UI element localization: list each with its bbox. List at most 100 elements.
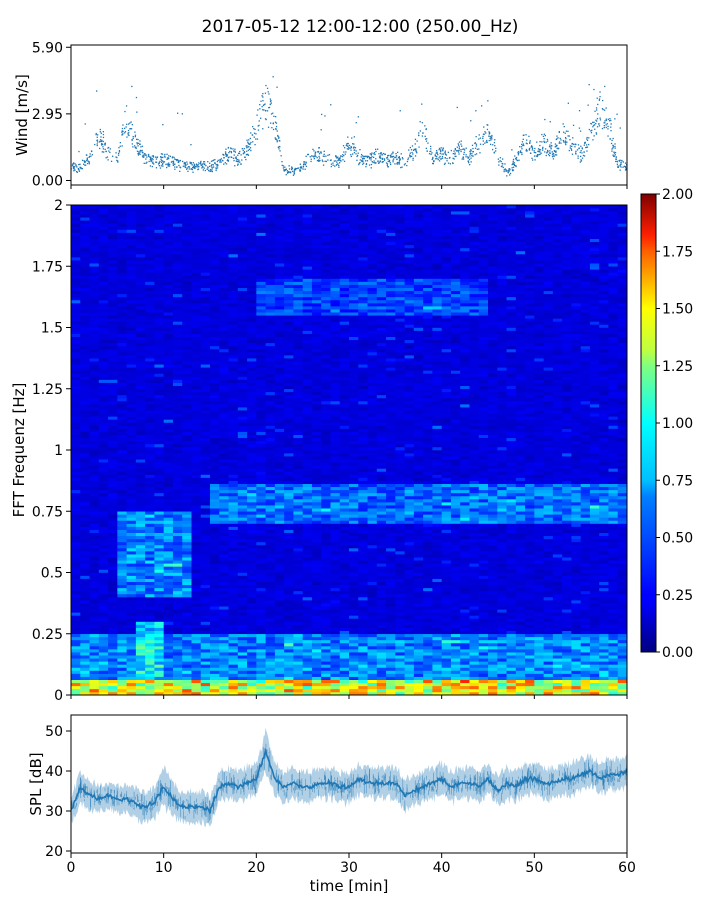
wind-point [193, 167, 196, 169]
wind-point [509, 174, 511, 176]
wind-point [614, 154, 616, 156]
spectrogram-cell [552, 667, 563, 671]
spectrogram-cell [210, 563, 220, 567]
spectrogram-cell [98, 529, 109, 533]
wind-point [512, 163, 515, 165]
spectrogram-cell [200, 688, 211, 693]
spectrogram-cell [237, 630, 248, 635]
spectrogram-cell [358, 615, 368, 619]
wind-point [421, 103, 423, 105]
wind-point [78, 150, 80, 153]
spectrogram-cell [237, 685, 248, 690]
wind-point [362, 160, 364, 162]
wind-point [250, 149, 252, 152]
wind-point [604, 85, 606, 88]
spectrogram-cell [376, 526, 387, 530]
spectrogram-cell [358, 535, 368, 540]
spectrogram-cell [469, 544, 480, 549]
spectrogram-cell [571, 615, 582, 619]
wind-point [398, 163, 400, 165]
wind-point [390, 155, 392, 158]
wind-point [318, 155, 320, 158]
wind-point [454, 153, 456, 155]
spectrogram-cell [163, 685, 174, 690]
wind-point [553, 155, 555, 157]
spectrogram-cell [274, 664, 285, 668]
spectrogram-cell [450, 664, 461, 668]
spectrogram-cell [210, 575, 220, 579]
spectrogram-cell [302, 655, 313, 659]
spectrogram-cell [367, 682, 378, 687]
spectrogram-cell [219, 633, 229, 638]
spectrogram-cell [237, 541, 248, 546]
spectrogram-cell [617, 532, 627, 537]
spectrogram-cell [135, 544, 146, 549]
wind-point [171, 160, 173, 163]
spectrogram-cell [562, 691, 572, 695]
spectrogram-cell [367, 544, 378, 549]
spectrogram-cell [228, 646, 239, 650]
spectrogram-cell [71, 655, 81, 659]
spectrogram-cell [423, 597, 433, 601]
wind-point [281, 161, 283, 163]
wind-point [564, 132, 566, 134]
spectrogram-cell [321, 655, 331, 659]
spectrogram-cell [200, 630, 211, 635]
wind-point [338, 158, 341, 160]
spectrogram-cell [441, 661, 452, 665]
spectrogram-cell [256, 630, 266, 635]
spectrogram-cell [515, 679, 526, 684]
spectrogram-cell [543, 566, 554, 570]
spectrogram-cell [117, 658, 127, 662]
spectrogram-cell [525, 612, 535, 616]
wind-point [431, 152, 433, 154]
spectrogram-cell [265, 685, 276, 690]
spectrogram-cell [228, 676, 239, 680]
spectrogram-cell [349, 624, 359, 628]
spectrogram-cell [376, 523, 387, 527]
spectrogram-cell [265, 621, 276, 625]
spectrogram-cell [478, 581, 489, 586]
spectrogram-cell [108, 551, 118, 555]
spectrogram-cell [117, 569, 127, 573]
spectrogram-cell [265, 649, 276, 653]
wind-point [118, 152, 120, 155]
wind-point [115, 152, 117, 154]
spectrogram-cell [376, 600, 387, 604]
wind-point [219, 159, 221, 161]
spectrogram-cell [497, 621, 507, 625]
spectrogram-cell [228, 673, 239, 677]
wind-point [457, 150, 459, 152]
wind-point [230, 151, 232, 153]
spectrogram-cell [191, 541, 202, 546]
spectrogram-cell [525, 603, 535, 607]
spectrogram-cell [311, 658, 322, 662]
wind-point [230, 147, 232, 149]
spectrogram-cell [89, 685, 100, 690]
wind-point [378, 162, 380, 164]
wind-point [272, 76, 274, 78]
spectrogram-cell [441, 551, 452, 555]
spectrogram-cell [525, 633, 535, 638]
spectrogram-cell [330, 551, 341, 555]
wind-point [315, 155, 317, 158]
spectrogram-cell [432, 673, 443, 677]
spectrogram-cell [219, 661, 229, 665]
wind-point [141, 149, 143, 152]
spectrogram-cell [247, 679, 257, 684]
spectrogram-cell [525, 649, 535, 653]
wind-point [529, 147, 531, 150]
spectrogram-cell [182, 688, 192, 693]
wind-point [169, 155, 172, 157]
spectrogram-cell [395, 673, 405, 677]
spectrogram-cell [358, 597, 368, 601]
spectrogram-cell [413, 624, 424, 628]
spectrogram-cell [404, 572, 415, 576]
spectrogram-cell [552, 603, 563, 607]
wind-point [184, 161, 186, 164]
spectrogram-cell [478, 646, 489, 650]
wind-point [267, 126, 270, 128]
spectrogram-cell [608, 557, 619, 561]
spectrogram-cell [469, 661, 480, 665]
spectrogram-cell [358, 646, 368, 650]
